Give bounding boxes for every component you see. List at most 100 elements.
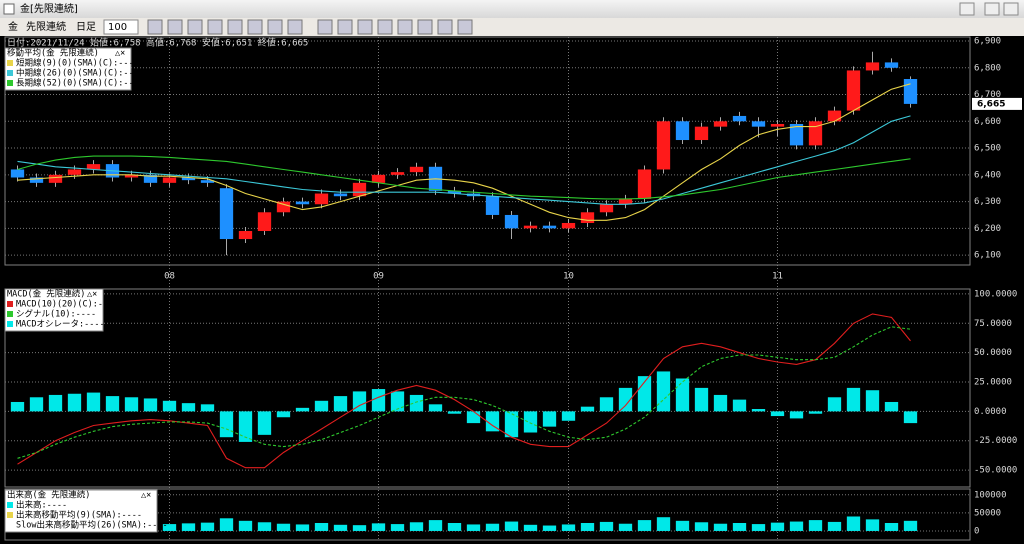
oscillator-bar: [618, 387, 633, 412]
tool-button[interactable]: [287, 19, 303, 35]
maximize-button[interactable]: [984, 2, 1000, 16]
volume-bar: [846, 516, 861, 531]
y-tick-label: 0.0000: [974, 407, 1007, 417]
tool-button[interactable]: [377, 19, 393, 35]
charts: 6,100 6,200 6,300 6,400 6,500 6,600 6,700 6,800…: [4, 36, 1022, 541]
candle-body: [295, 201, 310, 205]
oscillator-bar: [751, 409, 766, 412]
series-line: [17, 115, 911, 205]
oscillator-bar: [447, 411, 462, 414]
oscillator-bar: [29, 397, 44, 412]
tool-button[interactable]: [167, 19, 183, 35]
volume-bar: [314, 523, 329, 531]
candle-body: [238, 231, 253, 240]
candle-body: [713, 121, 728, 127]
y-tick-label: 6,300: [974, 197, 1001, 207]
oscillator-bar: [67, 393, 82, 412]
tool-button[interactable]: [247, 19, 263, 35]
y-tick-label: 6,900: [974, 37, 1001, 47]
legend-label: 中期線(26)(0)(SMA)(C):----: [16, 68, 144, 79]
oscillator-bar: [124, 397, 139, 412]
volume-bar: [276, 523, 291, 531]
oscillator-bar: [428, 404, 443, 412]
count-value[interactable]: 100: [108, 22, 127, 33]
legend-swatch: [7, 80, 13, 86]
x-tick-label: 10: [563, 272, 574, 282]
candle-body: [561, 222, 576, 229]
period-select[interactable]: 日足: [76, 21, 96, 33]
candle-body: [371, 174, 386, 183]
window-buttons[interactable]: [959, 2, 1019, 16]
window-icon: [3, 3, 15, 15]
count-input[interactable]: [103, 19, 139, 35]
candle-body: [162, 177, 177, 183]
pane-border: [4, 288, 971, 488]
tool-button[interactable]: [437, 19, 453, 35]
legend-label: 出来高:----: [16, 500, 67, 511]
candle-body: [409, 166, 424, 173]
candle-body: [124, 174, 139, 178]
legend-title: MACD(金 先限連続): [7, 289, 85, 300]
volume-bar: [390, 524, 405, 531]
candle-body: [10, 169, 25, 178]
tool-button[interactable]: [317, 19, 333, 35]
y-tick-label: -25.0000: [974, 436, 1017, 446]
volume-bar: [808, 520, 823, 531]
legend-swatch: [7, 502, 13, 508]
volume-bar: [257, 522, 272, 531]
legend-box: [4, 47, 132, 91]
oscillator-bar: [504, 411, 519, 438]
tool-button[interactable]: [147, 19, 163, 35]
tool-button[interactable]: [397, 19, 413, 35]
y-tick-label: 6,700: [974, 90, 1001, 100]
series-line: [17, 83, 911, 221]
candle-body: [523, 225, 538, 229]
candle-body: [580, 212, 595, 223]
candle-body: [675, 121, 690, 141]
legend-label: 短期線(9)(0)(SMA)(C):----: [16, 58, 139, 69]
tool-button[interactable]: [357, 19, 373, 35]
candle-body: [732, 115, 747, 122]
oscillator-bar: [86, 392, 101, 412]
y-tick-label: 6,600: [974, 117, 1001, 127]
tool-button[interactable]: [457, 19, 473, 35]
tool-button[interactable]: [227, 19, 243, 35]
oscillator-bar: [789, 411, 804, 419]
volume-bar: [732, 523, 747, 531]
close-button[interactable]: [1003, 2, 1019, 16]
volume-bar: [485, 523, 500, 531]
candle-body: [599, 204, 614, 213]
tool-button[interactable]: [337, 19, 353, 35]
volume-bar: [200, 522, 215, 531]
y-tick-label: 6,800: [974, 63, 1001, 73]
legend-label: シグナル(10):----: [16, 309, 96, 320]
oscillator-bar: [257, 411, 272, 435]
candle-body: [29, 177, 44, 183]
toolbar-icons[interactable]: [147, 19, 473, 35]
candle-body: [694, 126, 709, 141]
title-bar: [0, 0, 1024, 18]
candle-body: [637, 169, 652, 199]
volume-bar: [162, 524, 177, 531]
y-tick-label: 100.0000: [974, 289, 1017, 299]
y-tick-label: 50.0000: [974, 348, 1012, 358]
oscillator-bar: [656, 371, 671, 412]
tool-button[interactable]: [267, 19, 283, 35]
legend-label: MACD(10)(20)(C):----: [16, 300, 118, 310]
pane-border: [4, 36, 971, 266]
oscillator-bar: [219, 411, 234, 438]
tool-button[interactable]: [417, 19, 433, 35]
oscillator-bar: [542, 411, 557, 427]
volume-bar: [580, 523, 595, 531]
volume-bar: [466, 524, 481, 531]
oscillator-bar: [827, 397, 842, 412]
tool-button[interactable]: [187, 19, 203, 35]
tool-button[interactable]: [207, 19, 223, 35]
y-tick-label: 6,400: [974, 170, 1001, 180]
candle-body: [865, 62, 880, 71]
contract-label[interactable]: 先限連続: [26, 20, 66, 33]
oscillator-bar: [295, 407, 310, 412]
candle-body: [352, 182, 367, 197]
minimize-button[interactable]: [959, 2, 975, 16]
volume-bar: [447, 523, 462, 531]
